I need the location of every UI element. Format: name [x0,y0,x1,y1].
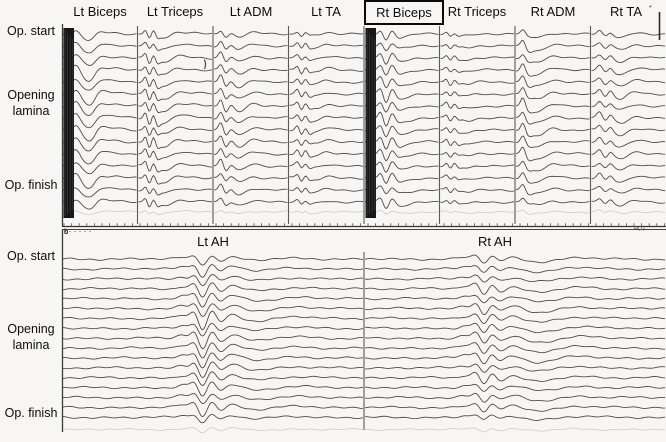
panel-b-letter-marker: b [64,229,69,236]
row-label-opening-lamina-lower: Opening lamina [7,322,55,352]
row-label-op-finish-lower: Op. finish [4,406,58,420]
column-header-rt-biceps-highlighted: Rt Biceps [364,0,444,25]
row-label-op-start-lower: Op. start [7,249,55,263]
column-header-rt-ah: Rt AH [478,234,512,249]
column-header-rt-adm: Rt ADM [530,4,576,19]
row-label-opening-lamina-upper: Opening lamina [7,88,55,118]
column-header-lt-ta: Lt TA [311,4,341,19]
column-header-lt-adm: Lt ADM [229,4,273,19]
column-header-lt-biceps: Lt Biceps [73,4,127,19]
column-header-lt-triceps: Lt Triceps [146,4,204,19]
column-header-rt-triceps: Rt Triceps [447,4,507,19]
column-header-lt-ah: Lt AH [197,234,229,249]
column-header-rt-ta: Rt TA [609,4,643,19]
top-right-asterisk-mark: * [649,5,652,12]
row-label-op-finish-upper: Op. finish [4,178,58,192]
scale-annotation: H(1) [634,226,645,232]
row-label-op-start-upper: Op. start [7,24,55,38]
